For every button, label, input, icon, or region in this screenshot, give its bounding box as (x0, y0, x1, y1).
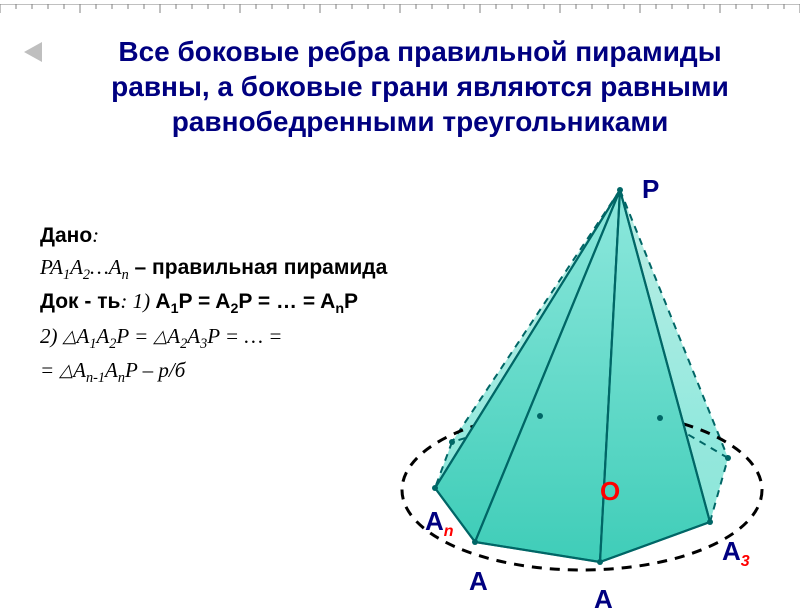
vertex-label: A (469, 566, 488, 597)
prove-line2: 2) △A1A2P = △A2A3P = … == △An-1AnP – р/б (40, 321, 400, 390)
pyramid-diagram: POAnAAA3 (360, 180, 800, 600)
page-title: Все боковые ребра правильной пирамиды ра… (80, 34, 760, 139)
given-block: Дано: PA1A2…An – правильная пирамида Док… (40, 220, 400, 390)
vertex-label: An (425, 506, 454, 541)
vertex-label: A3 (722, 536, 750, 571)
given-label: Дано (40, 224, 92, 247)
vertex-label: O (600, 476, 620, 507)
vertex-label: P (642, 174, 659, 205)
back-triangle-icon[interactable] (24, 42, 42, 62)
given-line1: PA1A2…An – правильная пирамида (40, 252, 400, 287)
given-label-line: Дано: (40, 220, 400, 252)
ruler (0, 4, 800, 18)
prove-line1: Док - ть: 1) A1P = A2P = … = AnP (40, 286, 400, 321)
